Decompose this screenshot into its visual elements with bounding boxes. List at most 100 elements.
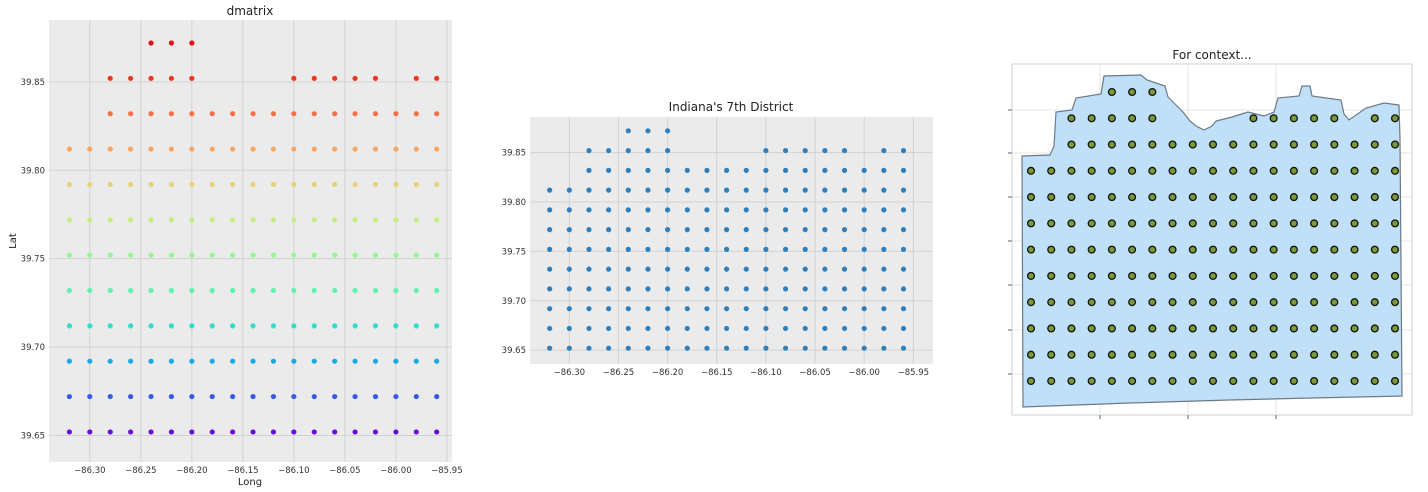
data-point [209, 252, 215, 258]
data-point [107, 252, 113, 258]
data-point [413, 323, 419, 329]
data-point [881, 147, 887, 154]
data-point [881, 246, 887, 252]
data-point [841, 227, 848, 233]
context-data-point [1026, 166, 1036, 175]
context-data-point [1289, 166, 1298, 175]
data-point [87, 181, 93, 188]
x-tick-label: −86.05 [329, 466, 360, 476]
data-point [841, 147, 848, 154]
context-data-point [1229, 271, 1238, 280]
data-point [900, 167, 907, 173]
data-point [128, 181, 134, 188]
data-point [723, 286, 730, 292]
data-point [270, 429, 277, 435]
data-point [881, 187, 887, 193]
context-data-point [1249, 376, 1258, 386]
data-point [148, 181, 154, 188]
context-data-point [1208, 219, 1218, 228]
data-point [763, 167, 769, 173]
data-point [900, 187, 907, 193]
data-point [802, 325, 808, 332]
dmatrix-y-axis-label: Lat [8, 233, 19, 249]
data-point [763, 306, 769, 312]
data-point [311, 252, 317, 258]
data-point [665, 266, 671, 272]
data-point [547, 345, 553, 351]
context-data-point [1269, 193, 1278, 202]
data-point [665, 345, 671, 351]
data-point [168, 181, 175, 188]
data-point [665, 246, 671, 252]
data-point [684, 325, 690, 332]
data-point [66, 252, 73, 258]
data-point [87, 358, 93, 364]
context-data-point [1390, 271, 1400, 280]
context-data-point [1047, 166, 1056, 175]
data-point [782, 266, 789, 272]
data-point [743, 286, 749, 292]
data-point [128, 217, 134, 223]
data-point [881, 167, 887, 173]
y-tick-label: 39.85 [21, 78, 45, 88]
data-point [107, 287, 113, 294]
district-boundary-polygon [1021, 74, 1403, 408]
context-data-point [1208, 166, 1218, 175]
context-data-point [1107, 140, 1116, 149]
data-point [311, 358, 317, 364]
data-point [743, 187, 749, 193]
context-data-point [1128, 166, 1137, 175]
data-point [625, 246, 631, 252]
data-point [352, 358, 358, 364]
context-data-point [1350, 298, 1359, 307]
data-point [148, 393, 154, 400]
data-point [372, 429, 379, 435]
context-data-point [1370, 376, 1379, 386]
data-point [393, 429, 399, 435]
data-point [148, 111, 154, 117]
data-point [291, 429, 297, 435]
context-data-point [1188, 166, 1197, 175]
y-tick-label: 39.80 [21, 166, 45, 176]
data-point [684, 345, 690, 351]
context-data-point [1229, 324, 1238, 333]
data-point [291, 358, 297, 364]
data-point [743, 227, 749, 233]
context-data-point [1390, 324, 1400, 333]
data-point [822, 325, 828, 332]
data-point [743, 167, 749, 173]
context-data-point [1026, 324, 1036, 333]
data-point [352, 287, 358, 294]
data-point [66, 217, 73, 223]
data-point [250, 323, 256, 329]
data-point [665, 286, 671, 292]
context-data-point [1350, 376, 1359, 386]
data-point [352, 75, 358, 81]
y-tick-label: 39.70 [21, 343, 45, 353]
data-point [684, 187, 690, 193]
context-data-point [1148, 114, 1157, 123]
data-point [782, 187, 789, 193]
data-point [822, 207, 828, 213]
data-point [900, 266, 907, 272]
context-data-point [1148, 87, 1157, 97]
data-point [434, 146, 440, 152]
data-point [900, 325, 907, 332]
data-point [547, 246, 553, 252]
data-point [209, 429, 215, 435]
data-point [704, 306, 710, 312]
data-point [209, 393, 215, 400]
context-data-point [1289, 219, 1298, 228]
data-point [861, 167, 867, 173]
data-point [148, 40, 154, 46]
data-point [311, 323, 317, 329]
data-point [881, 207, 887, 213]
context-data-point [1067, 219, 1076, 228]
context-data-point [1208, 140, 1218, 149]
data-point [547, 306, 553, 312]
data-point [665, 207, 671, 213]
data-point [332, 217, 338, 223]
data-point [704, 207, 710, 213]
data-point [606, 147, 612, 154]
data-point [393, 252, 399, 258]
